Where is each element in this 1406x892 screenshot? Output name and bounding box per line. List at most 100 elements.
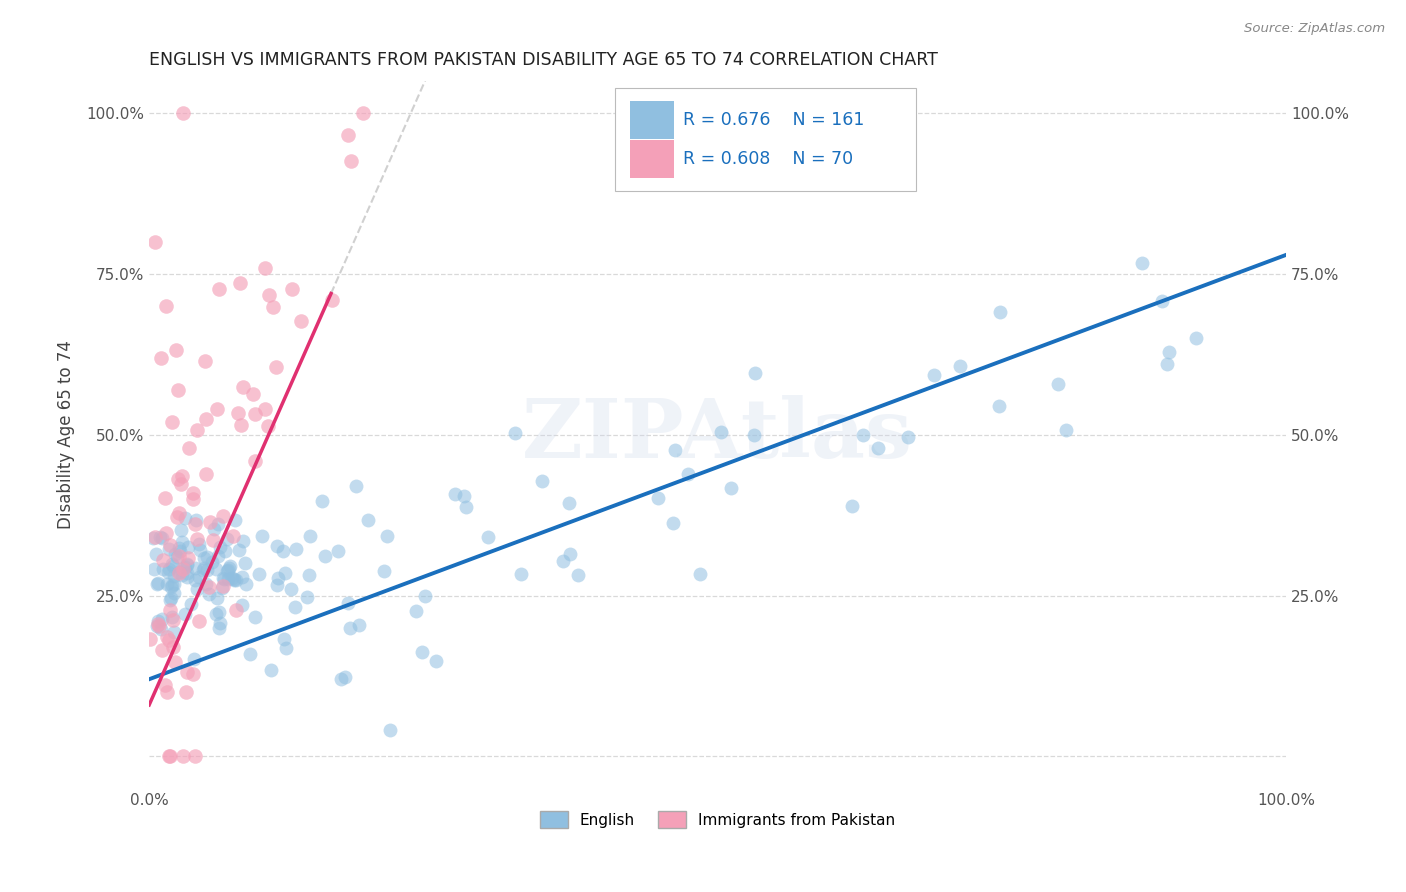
Point <box>267 571 290 585</box>
Point <box>326 544 349 558</box>
Point <box>191 563 214 577</box>
Point <box>195 467 218 481</box>
Point <box>987 399 1010 413</box>
Point <box>295 590 318 604</box>
Point <box>321 293 343 308</box>
Point <box>181 485 204 500</box>
Point <box>1046 377 1069 392</box>
Y-axis label: Disability Age 65 to 74: Disability Age 65 to 74 <box>58 341 75 529</box>
Text: ENGLISH VS IMMIGRANTS FROM PAKISTAN DISABILITY AGE 65 TO 74 CORRELATION CHART: ENGLISH VS IMMIGRANTS FROM PAKISTAN DISA… <box>149 51 938 69</box>
Point <box>235 576 257 591</box>
Point <box>184 561 207 575</box>
Point <box>1185 331 1208 345</box>
Point <box>202 522 225 536</box>
Point <box>176 665 198 680</box>
Point <box>274 566 297 580</box>
Point <box>228 543 250 558</box>
Point <box>1150 293 1173 308</box>
Point <box>159 592 181 607</box>
Point <box>225 603 247 617</box>
Point <box>163 586 186 600</box>
Point <box>988 305 1011 319</box>
Point <box>245 407 267 421</box>
Point <box>169 544 191 558</box>
Point <box>254 401 277 416</box>
Point <box>160 415 183 429</box>
Point <box>165 547 187 561</box>
Point <box>560 547 582 561</box>
Point <box>156 684 179 698</box>
Point <box>405 604 427 618</box>
Point <box>949 359 972 373</box>
Point <box>197 549 219 564</box>
Point <box>170 535 193 549</box>
Point <box>194 576 217 591</box>
Text: R = 0.608    N = 70: R = 0.608 N = 70 <box>683 150 853 168</box>
Point <box>160 610 183 624</box>
Point <box>260 664 283 678</box>
Point <box>163 577 186 591</box>
Point <box>146 616 169 631</box>
Point <box>176 566 198 581</box>
Point <box>211 581 233 595</box>
Point <box>160 591 183 605</box>
Point <box>156 630 179 644</box>
Point <box>225 573 247 587</box>
Point <box>146 577 169 591</box>
Point <box>276 640 298 655</box>
Point <box>284 599 307 614</box>
Point <box>142 561 165 575</box>
Point <box>256 418 278 433</box>
Point <box>266 578 288 592</box>
Point <box>173 749 195 764</box>
Point <box>215 533 238 547</box>
Point <box>221 571 243 585</box>
Point <box>193 551 215 566</box>
Point <box>247 567 270 582</box>
Point <box>153 491 176 506</box>
Legend: English, Immigrants from Pakistan: English, Immigrants from Pakistan <box>534 805 901 834</box>
Point <box>143 530 166 544</box>
Point <box>162 559 184 574</box>
Point <box>157 542 180 557</box>
Point <box>162 640 184 655</box>
Point <box>330 673 353 687</box>
Point <box>166 383 188 397</box>
Point <box>215 564 238 578</box>
Text: Source: ZipAtlas.com: Source: ZipAtlas.com <box>1244 22 1385 36</box>
Point <box>298 568 321 582</box>
Point <box>198 580 221 594</box>
Point <box>184 513 207 527</box>
Point <box>444 486 467 500</box>
Point <box>344 479 367 493</box>
Point <box>184 749 207 764</box>
Point <box>232 534 254 549</box>
Point <box>142 531 165 545</box>
Point <box>163 569 186 583</box>
Point <box>205 402 228 417</box>
Point <box>567 568 589 582</box>
Point <box>156 565 179 579</box>
Point <box>160 578 183 592</box>
Point <box>194 411 217 425</box>
Point <box>186 582 208 596</box>
Point <box>229 277 252 291</box>
Point <box>165 343 187 358</box>
Point <box>357 513 380 527</box>
Point <box>139 632 162 646</box>
Point <box>231 570 253 584</box>
Point <box>204 562 226 576</box>
Point <box>159 749 181 764</box>
Point <box>226 406 249 420</box>
Point <box>280 582 302 596</box>
Point <box>166 550 188 565</box>
Point <box>186 423 208 437</box>
Point <box>174 607 197 621</box>
Point <box>152 553 174 567</box>
Point <box>146 614 169 628</box>
Point <box>378 723 401 738</box>
Point <box>160 558 183 572</box>
Point <box>252 529 274 543</box>
Point <box>155 299 177 313</box>
Point <box>298 529 321 543</box>
